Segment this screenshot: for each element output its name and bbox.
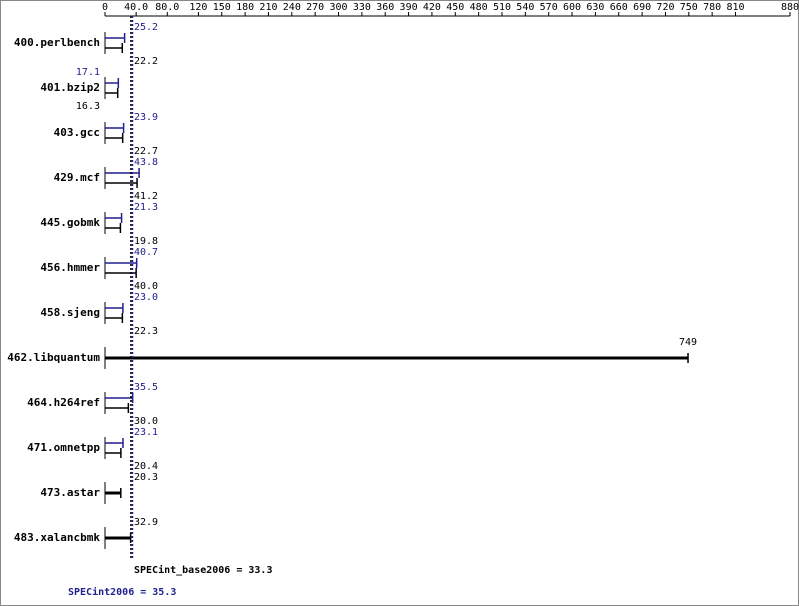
x-tick-label: 720: [656, 2, 674, 13]
category-label: 464.h264ref: [27, 396, 100, 409]
x-tick-label: 510: [493, 2, 511, 13]
x-tick-label: 390: [400, 2, 418, 13]
value-label: 41.2: [134, 191, 158, 202]
value-label: 40.0: [134, 281, 158, 292]
value-label: 30.0: [134, 416, 158, 427]
category-label: 401.bzip2: [40, 81, 100, 94]
x-tick-label: 450: [446, 2, 464, 13]
x-tick-label: 540: [516, 2, 534, 13]
category-label: 429.mcf: [54, 171, 100, 184]
value-label: 23.0: [134, 292, 158, 303]
value-label: 40.7: [134, 247, 158, 258]
value-label: 21.3: [134, 202, 158, 213]
x-tick-label: 80.0: [155, 2, 179, 13]
x-tick-label: 630: [586, 2, 604, 13]
x-tick-label: 120: [189, 2, 207, 13]
x-tick-label: 880: [781, 2, 799, 13]
category-label: 456.hmmer: [40, 261, 100, 274]
x-tick-label: 240: [283, 2, 301, 13]
value-label: 23.1: [134, 427, 158, 438]
x-tick-label: 150: [213, 2, 231, 13]
value-label: 25.2: [134, 22, 158, 33]
summary-label: SPECint_base2006 = 33.3: [134, 564, 272, 576]
value-label: 22.2: [134, 56, 158, 67]
category-label: 473.astar: [40, 486, 100, 499]
x-tick-label: 300: [329, 2, 347, 13]
x-tick-label: 570: [540, 2, 558, 13]
value-label: 20.4: [134, 461, 158, 472]
x-tick-label: 270: [306, 2, 324, 13]
x-tick-label: 600: [563, 2, 581, 13]
x-tick-label: 690: [633, 2, 651, 13]
category-label: 445.gobmk: [40, 216, 100, 229]
value-label: 22.7: [134, 146, 158, 157]
category-label: 483.xalancbmk: [14, 531, 100, 544]
category-label: 400.perlbench: [14, 36, 100, 49]
category-label: 471.omnetpp: [27, 441, 100, 454]
x-tick-label: 810: [726, 2, 744, 13]
x-tick-label: 420: [423, 2, 441, 13]
category-label: 462.libquantum: [7, 351, 100, 364]
value-label: 43.8: [134, 157, 158, 168]
value-label: 32.9: [134, 517, 158, 528]
category-label: 458.sjeng: [40, 306, 100, 319]
x-tick-label: 40.0: [124, 2, 148, 13]
x-tick-label: 330: [353, 2, 371, 13]
value-label: 749: [679, 337, 697, 348]
x-tick-label: 180: [236, 2, 254, 13]
x-tick-label: 210: [259, 2, 277, 13]
value-label: 23.9: [134, 112, 158, 123]
x-tick-label: 750: [680, 2, 698, 13]
x-tick-label: 480: [470, 2, 488, 13]
value-label: 35.5: [134, 382, 158, 393]
value-label: 16.3: [76, 101, 100, 112]
x-tick-label: 360: [376, 2, 394, 13]
category-label: 403.gcc: [54, 126, 100, 139]
x-tick-label: 660: [610, 2, 628, 13]
value-label: 20.3: [134, 472, 158, 483]
value-label: 17.1: [76, 67, 100, 78]
x-tick-label: 0: [102, 2, 108, 13]
value-label: 22.3: [134, 326, 158, 337]
value-label: 19.8: [134, 236, 158, 247]
x-tick-label: 780: [703, 2, 721, 13]
summary-label: SPECint2006 = 35.3: [68, 586, 176, 598]
